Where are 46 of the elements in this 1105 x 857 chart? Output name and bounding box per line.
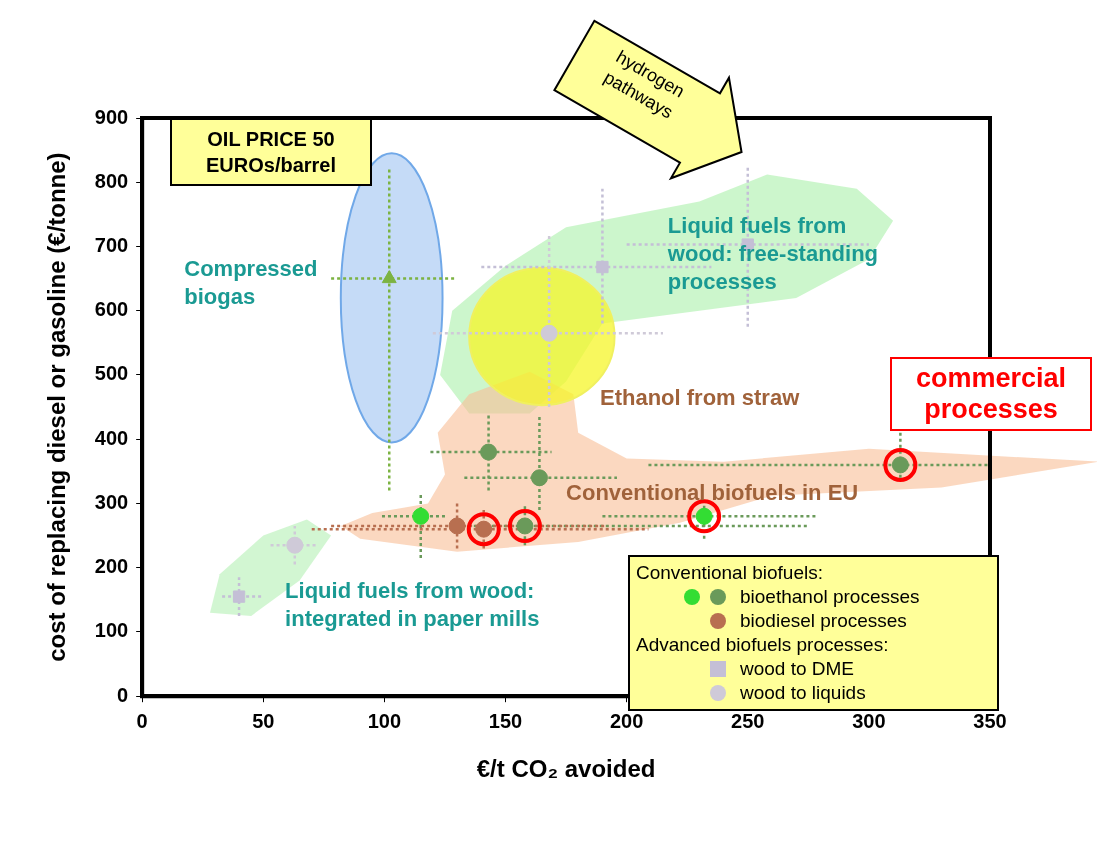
x-tick-label: 150 (488, 709, 523, 732)
annotation: Liquid fuels from wood: integrated in paper mills (285, 577, 540, 631)
point (480, 443, 498, 461)
x-tick-label: 200 (609, 709, 644, 732)
point (381, 270, 397, 284)
legend-label: biodiesel processes (740, 609, 907, 633)
y-axis-title: cost of replacing diesel or gasoline (€/tonne) (43, 152, 71, 662)
note-box: commercial processes (890, 357, 1092, 431)
text: Compressed biogas (184, 255, 318, 309)
point (507, 508, 542, 543)
legend-label: wood to DME (740, 657, 855, 681)
point (530, 469, 548, 487)
x-tick-label: 50 (252, 709, 275, 732)
x-tick-label: 100 (367, 709, 402, 732)
legend-label: bioethanol processes (740, 585, 920, 609)
point (232, 590, 246, 603)
annotation: Conventional biofuels in EU (566, 479, 859, 505)
point (596, 260, 609, 274)
point (883, 447, 918, 482)
x-tick-label: 250 (731, 709, 765, 732)
y-tick-label: 300 (94, 490, 129, 513)
point (286, 536, 304, 554)
annotation: Advanced biofuels processes: (636, 633, 890, 657)
x-tick-label: 300 (852, 709, 886, 732)
y-tick-label: 400 (94, 426, 129, 449)
y-tick-label: 900 (94, 105, 129, 128)
legend-title: Conventional biofuels: (636, 561, 824, 585)
y-tick-label: 800 (94, 169, 129, 192)
point (540, 324, 558, 342)
y-tick-label: 500 (94, 362, 129, 385)
point (466, 512, 501, 547)
legend-label: wood to liquids (740, 681, 866, 705)
x-axis-title: €/t CO₂ avoided (476, 755, 656, 783)
y-tick-label: 200 (94, 555, 129, 578)
point (687, 499, 722, 534)
note-box: OIL PRICE 50 EUROs/barrel (170, 118, 372, 186)
y-tick-label: 700 (94, 234, 129, 256)
point (448, 517, 466, 535)
y-tick-label: 600 (94, 298, 129, 321)
y-tick-label: 0 (117, 683, 129, 706)
x-tick-label: 0 (136, 709, 148, 732)
y-tick-label: 100 (94, 619, 129, 642)
annotation: Ethanol from straw (600, 384, 801, 410)
point (412, 507, 430, 525)
x-tick-label: 350 (973, 709, 1007, 732)
annotation: Liquid fuels from wood: free-standing processes (666, 213, 879, 295)
